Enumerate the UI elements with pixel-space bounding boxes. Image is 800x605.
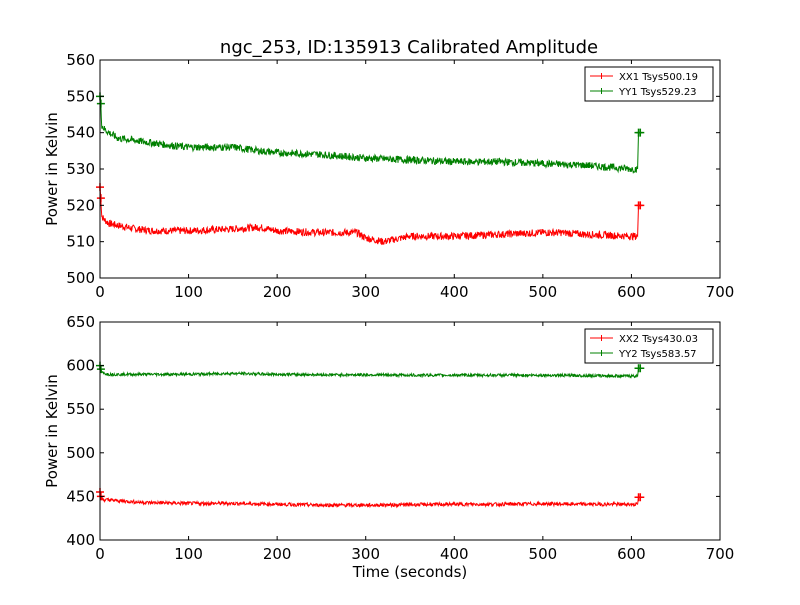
series-line-2-1 [100,490,641,509]
legend-marker [598,88,605,94]
y-axis-label: Power in Kelvin [43,112,61,226]
x-tick-label: 0 [95,545,105,563]
x-tick-label: 500 [529,545,558,563]
legend-marker [598,350,605,356]
series-line-1-2 [100,96,641,175]
y-tick-label: 550 [66,87,95,105]
y-tick-label: 500 [66,444,95,462]
y-tick-label: 510 [66,233,95,251]
plot-panel-2: 0 100 200 300 400 500 600 700 400 450 500 550 600 650… [43,313,734,581]
legend-marker [598,335,605,341]
legend-label: XX1 Tsys500.19 [619,72,698,83]
y-tick-label: 600 [66,357,95,375]
legend-label: YY1 Tsys529.23 [618,87,697,98]
axes-layer: 0 100 200 300 400 500 600 700 500 510 520 530 540 550… [43,51,734,581]
y-tick-label: 520 [66,196,95,214]
y-tick-label: 450 [66,487,95,505]
x-tick-label: 700 [706,545,735,563]
y-tick-label: 500 [66,269,95,287]
series-marker-1-1-2 [96,194,105,203]
legend-label: YY2 Tsys583.57 [618,349,697,360]
x-tick-label: 400 [440,545,469,563]
plot-panel-1: 0 100 200 300 400 500 600 700 500 510 520 530 540 550… [43,51,734,301]
x-tick-label: 100 [174,283,203,301]
series-marker-2-2-2 [96,365,105,374]
x-tick-label: 500 [529,283,558,301]
x-tick-label: 600 [617,545,646,563]
y-tick-label: 550 [66,400,95,418]
series-marker-1-2-2 [96,99,105,108]
legend-marker [598,73,605,79]
x-axis-label: Time (seconds) [352,563,468,581]
series-line-2-2 [100,365,641,379]
x-tick-label: 700 [706,283,735,301]
y-tick-label: 540 [66,124,95,142]
x-tick-label: 200 [263,283,292,301]
series-marker-2-2-4 [636,364,645,373]
x-tick-label: 300 [351,283,380,301]
y-tick-label: 530 [66,160,95,178]
y-axis-label: Power in Kelvin [43,374,61,488]
plot-frame [99,321,721,541]
x-tick-label: 600 [617,283,646,301]
legend-box [584,66,714,102]
y-tick-label: 650 [66,313,95,331]
x-tick-label: 300 [351,545,380,563]
legend-label: XX2 Tsys430.03 [619,334,698,345]
chart-title: ngc_253, ID:135913 Calibrated Amplitude [220,37,598,58]
x-tick-label: 100 [174,545,203,563]
series-line-1-1 [100,187,641,246]
y-tick-label: 400 [66,531,95,549]
x-tick-label: 400 [440,283,469,301]
x-tick-label: 0 [95,283,105,301]
x-tick-label: 200 [263,545,292,563]
series-marker-2-1-4 [636,493,645,502]
legend-box [584,328,714,364]
series-marker-1-1-4 [636,201,645,210]
series-marker-1-2-4 [636,128,645,137]
y-tick-label: 560 [66,51,95,69]
